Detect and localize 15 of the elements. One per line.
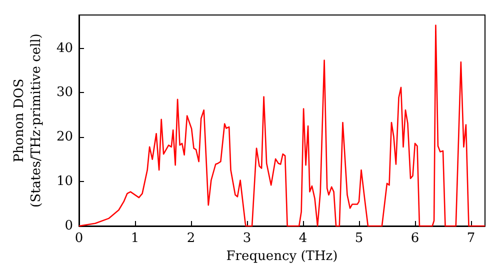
y-tick-label: 0 xyxy=(64,218,73,234)
x-axis-title: Frequency (THz) xyxy=(226,248,338,264)
x-tick-label: 7 xyxy=(466,231,476,246)
x-tick-label: 2 xyxy=(186,231,196,246)
y-tick-label: 40 xyxy=(56,40,73,56)
x-tick-label: 5 xyxy=(354,231,364,246)
x-tick-label: 4 xyxy=(298,231,308,246)
x-tick-label: 0 xyxy=(74,231,84,246)
y-tick-label: 30 xyxy=(56,85,73,100)
y-axis-title: Phonon DOS (States/THz·primitive cell) xyxy=(12,33,44,208)
x-tick-label: 6 xyxy=(410,231,420,246)
y-tick-label: 10 xyxy=(56,174,73,190)
x-tick-label: 3 xyxy=(242,231,252,246)
y-tick-label: 20 xyxy=(56,130,73,145)
x-tick-label: 1 xyxy=(130,231,140,246)
